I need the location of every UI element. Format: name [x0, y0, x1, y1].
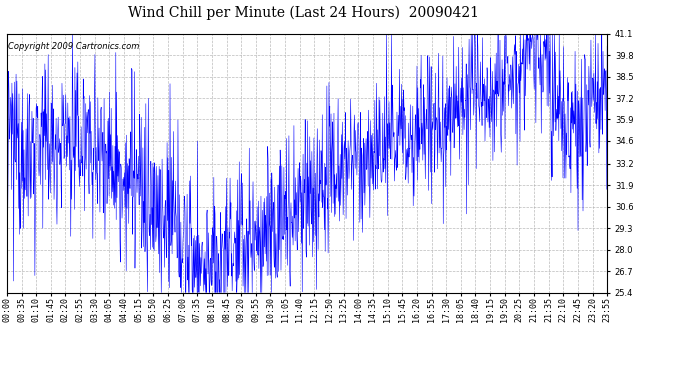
Text: Wind Chill per Minute (Last 24 Hours)  20090421: Wind Chill per Minute (Last 24 Hours) 20… — [128, 6, 479, 20]
Text: Copyright 2009 Cartronics.com: Copyright 2009 Cartronics.com — [8, 42, 139, 51]
